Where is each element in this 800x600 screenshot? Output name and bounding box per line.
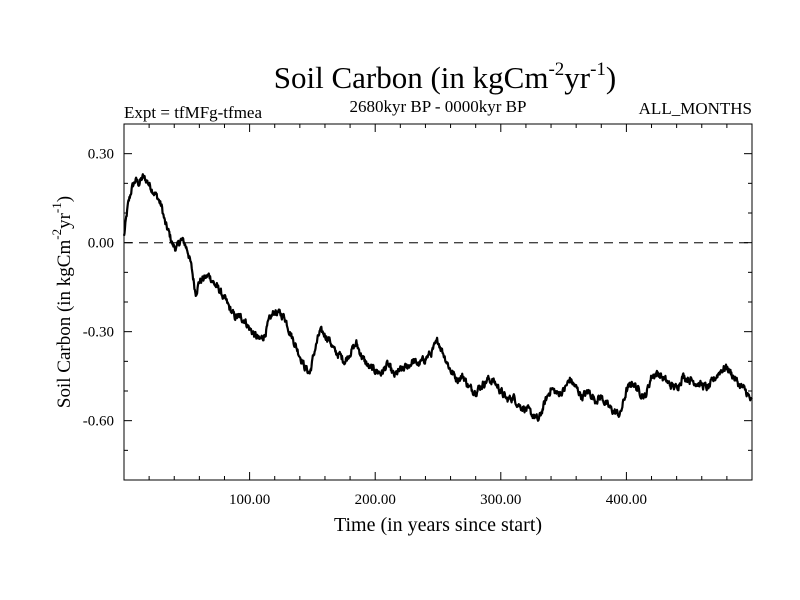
y-tick-label: 0.00 xyxy=(88,236,114,252)
subtitle-period: 2680kyr BP - 0000kyr BP xyxy=(350,97,527,116)
y-tick-label: 0.30 xyxy=(88,147,114,163)
x-tick-label: 400.00 xyxy=(606,492,647,508)
y-tick-label: -0.30 xyxy=(83,325,114,341)
chart-title-sup2: -1 xyxy=(590,59,606,80)
y-axis-ticks: 0.30 0.00 -0.30 -0.60 xyxy=(83,147,752,451)
y-axis-label-main: Soil Carbon (in kgCm xyxy=(54,240,75,409)
chart-title-sup1: -2 xyxy=(548,59,564,80)
subtitle-experiment: Expt = tfMFg-tfmea xyxy=(124,103,262,122)
chart-title-mid: yr xyxy=(564,60,591,95)
chart-title: Soil Carbon (in kgCm-2yr-1) xyxy=(274,59,617,95)
x-axis-ticks: 100.00 200.00 300.00 400.00 xyxy=(148,124,728,508)
series-line-soil-carbon xyxy=(122,173,753,422)
chart-title-main: Soil Carbon (in kgCm xyxy=(274,60,549,95)
x-tick-label: 300.00 xyxy=(480,492,521,508)
x-tick-label: 200.00 xyxy=(355,492,396,508)
y-axis-label-sup1: -2 xyxy=(49,229,64,240)
subtitle-months: ALL_MONTHS xyxy=(639,99,752,118)
chart-title-end: ) xyxy=(606,60,616,95)
y-tick-label: -0.60 xyxy=(83,414,114,430)
x-tick-label: 100.00 xyxy=(229,492,270,508)
y-axis-label-mid: yr xyxy=(54,212,75,229)
y-axis-label: Soil Carbon (in kgCm-2yr-1) xyxy=(49,196,75,408)
plot-frame xyxy=(123,123,753,481)
y-axis-label-end: ) xyxy=(54,196,75,202)
y-axis-label-sup2: -1 xyxy=(49,202,64,213)
x-axis-label: Time (in years since start) xyxy=(334,514,542,536)
